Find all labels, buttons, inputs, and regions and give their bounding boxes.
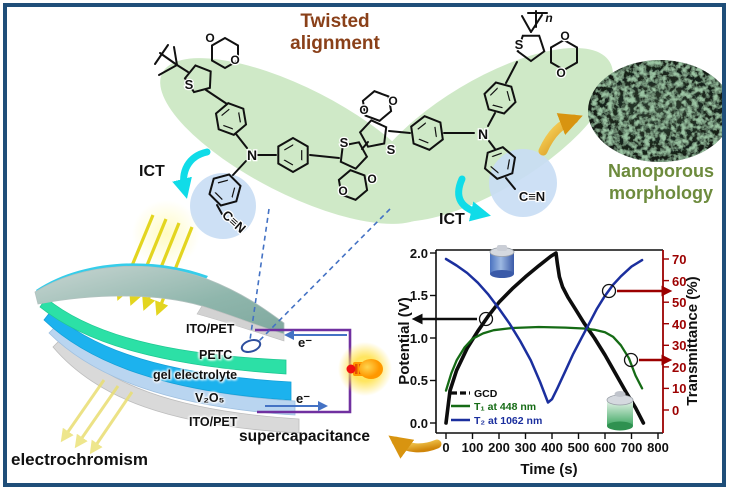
o-atom: O (205, 31, 214, 45)
svg-text:1.5: 1.5 (410, 288, 428, 303)
o-atom: O (560, 29, 569, 43)
svg-text:600: 600 (594, 440, 616, 455)
gcd-transmittance-chart: 0.0 0.5 1.0 1.5 2.0 0 10 20 30 40 50 60 … (396, 245, 701, 478)
dashed-connectors (240, 208, 391, 353)
polymer-repeat-n: n (545, 11, 552, 25)
svg-text:700: 700 (621, 440, 643, 455)
graphical-abstract: S O O N C≡N S S O O O O S O O n N C≡N (3, 3, 726, 487)
layer-label-v2o5: V₂O₅ (195, 391, 225, 405)
n-atom: N (478, 126, 488, 142)
svg-text:0: 0 (672, 403, 679, 418)
right-axis-title: Transmittance (%) (684, 276, 701, 405)
chart-legend: GCD T₁ at 448 nm T₂ at 1062 nm (451, 388, 542, 427)
svg-text:100: 100 (462, 440, 484, 455)
n-atom: N (247, 147, 257, 163)
x-axis-title: Time (s) (520, 461, 577, 478)
svg-text:500: 500 (568, 440, 590, 455)
svg-text:0.0: 0.0 (410, 416, 428, 431)
supercapacitance-label: supercapacitance (239, 428, 370, 445)
o-atom: O (367, 172, 376, 186)
ict-arrow-left (172, 148, 211, 199)
gcd-curve (444, 251, 646, 425)
t1-448nm-curve (444, 325, 644, 392)
bleached-device-photo (606, 391, 634, 431)
ict-arrow-right (455, 175, 491, 222)
o-atom: O (388, 94, 397, 108)
t2-1062nm-curve (444, 257, 644, 404)
svg-text:40: 40 (672, 317, 686, 332)
x-axis-ticks (445, 433, 659, 439)
layer-label-ito-top: ITO/PET (186, 322, 235, 336)
arrow-to-sem (538, 113, 583, 156)
svg-text:10: 10 (672, 381, 686, 396)
s-atom: S (515, 37, 524, 52)
electron-label-bottom: e⁻ (296, 391, 311, 406)
cyano-highlight-circles (190, 149, 557, 239)
figure-title: Twisted alignment (290, 11, 380, 54)
o-atom: O (230, 53, 239, 67)
chart-annotations (411, 283, 673, 368)
svg-text:400: 400 (541, 440, 563, 455)
ict-arrows (172, 148, 491, 222)
layer-label-gel: gel electrolyte (153, 368, 238, 382)
svg-text:20: 20 (672, 360, 686, 375)
molecule-center: S S O O O O (337, 90, 411, 201)
s-atom: S (387, 142, 396, 157)
svg-text:0.5: 0.5 (410, 373, 428, 388)
sem-morphology-image (588, 60, 722, 162)
molecule-right: S O O n N C≡N (410, 10, 578, 205)
cyano-group: C≡N (519, 189, 545, 204)
gold-arrows (388, 113, 583, 459)
s-atom: S (340, 135, 349, 150)
ict-label-left: ICT (139, 163, 165, 180)
svg-text:0: 0 (442, 440, 449, 455)
o-atom: O (556, 66, 565, 80)
left-axis-ticks (430, 252, 436, 424)
svg-text:T₂ at 1062 nm: T₂ at 1062 nm (474, 415, 542, 427)
arrow-to-supercap (388, 435, 442, 459)
svg-text:30: 30 (672, 338, 686, 353)
svg-text:T₁ at 448 nm: T₁ at 448 nm (474, 401, 536, 413)
layer-label-ito-bottom: ITO/PET (189, 415, 238, 429)
o-atom: O (359, 103, 368, 117)
svg-text:300: 300 (515, 440, 537, 455)
light-bulb-icon (338, 342, 392, 396)
right-axis-ticks (663, 258, 669, 411)
ict-label-right: ICT (439, 211, 465, 228)
svg-text:800: 800 (647, 440, 669, 455)
svg-text:GCD: GCD (474, 388, 498, 400)
s-atom: S (185, 77, 194, 92)
abstract-drawing: S O O N C≡N S S O O O O S O O n N C≡N (34, 10, 722, 478)
svg-text:2.0: 2.0 (410, 246, 428, 261)
colored-device-photo (489, 245, 515, 278)
left-axis-title: Potential (V) (396, 297, 413, 385)
o-atom: O (338, 184, 347, 198)
electron-label-top: e⁻ (298, 335, 313, 350)
layer-label-petc: PETC (199, 348, 233, 362)
transmitted-light-rays (60, 379, 134, 455)
svg-text:200: 200 (488, 440, 510, 455)
svg-text:70: 70 (672, 252, 686, 267)
svg-text:1.0: 1.0 (410, 331, 428, 346)
svg-text:50: 50 (672, 295, 686, 310)
twist-ellipses (160, 47, 613, 224)
supercapacitor-circuit (255, 328, 392, 414)
electrochromism-label: electrochromism (11, 450, 148, 469)
svg-text:60: 60 (672, 274, 686, 289)
nanoporous-label: Nanoporous morphology (608, 161, 714, 203)
